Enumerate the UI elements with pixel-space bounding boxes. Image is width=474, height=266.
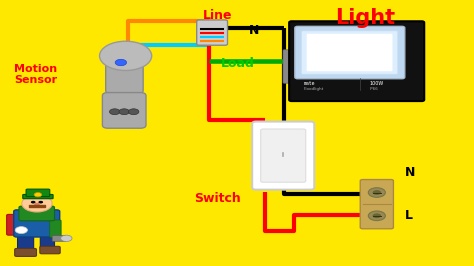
- Text: Floodlight: Floodlight: [303, 87, 324, 91]
- Text: Motion
Sensor: Motion Sensor: [14, 64, 57, 85]
- FancyBboxPatch shape: [14, 210, 60, 237]
- Circle shape: [38, 201, 43, 203]
- Circle shape: [61, 235, 72, 242]
- Circle shape: [31, 201, 36, 203]
- FancyBboxPatch shape: [301, 31, 398, 74]
- FancyBboxPatch shape: [7, 214, 24, 235]
- FancyBboxPatch shape: [26, 189, 50, 197]
- Text: N: N: [405, 167, 416, 179]
- Text: N: N: [249, 24, 259, 37]
- Text: mate: mate: [303, 81, 315, 86]
- Circle shape: [34, 193, 42, 197]
- Circle shape: [22, 195, 52, 212]
- Text: Light: Light: [335, 8, 395, 28]
- Text: IP66: IP66: [370, 87, 379, 91]
- FancyBboxPatch shape: [283, 50, 294, 83]
- Circle shape: [373, 213, 381, 218]
- Text: 100W: 100W: [370, 81, 384, 86]
- FancyBboxPatch shape: [18, 232, 34, 251]
- Circle shape: [373, 190, 381, 195]
- FancyBboxPatch shape: [19, 206, 55, 221]
- Circle shape: [368, 188, 385, 197]
- Circle shape: [128, 109, 139, 115]
- FancyBboxPatch shape: [102, 93, 146, 128]
- Circle shape: [368, 211, 385, 221]
- FancyBboxPatch shape: [15, 248, 36, 256]
- FancyBboxPatch shape: [307, 34, 392, 71]
- Circle shape: [15, 227, 27, 234]
- FancyBboxPatch shape: [50, 220, 61, 238]
- FancyBboxPatch shape: [252, 122, 314, 190]
- Circle shape: [115, 59, 127, 66]
- Text: Load: Load: [220, 57, 254, 70]
- Text: Line: Line: [203, 9, 233, 22]
- Circle shape: [119, 109, 129, 115]
- Text: L: L: [405, 209, 413, 222]
- FancyBboxPatch shape: [40, 246, 60, 254]
- Circle shape: [109, 109, 120, 115]
- Circle shape: [34, 203, 40, 206]
- Circle shape: [100, 41, 152, 70]
- FancyBboxPatch shape: [289, 21, 424, 101]
- FancyBboxPatch shape: [52, 235, 66, 241]
- FancyBboxPatch shape: [197, 20, 228, 45]
- FancyBboxPatch shape: [106, 61, 143, 94]
- FancyBboxPatch shape: [23, 194, 53, 199]
- FancyBboxPatch shape: [360, 180, 393, 229]
- Text: Switch: Switch: [194, 192, 241, 205]
- FancyBboxPatch shape: [295, 26, 405, 79]
- FancyBboxPatch shape: [261, 129, 306, 182]
- FancyBboxPatch shape: [40, 233, 55, 250]
